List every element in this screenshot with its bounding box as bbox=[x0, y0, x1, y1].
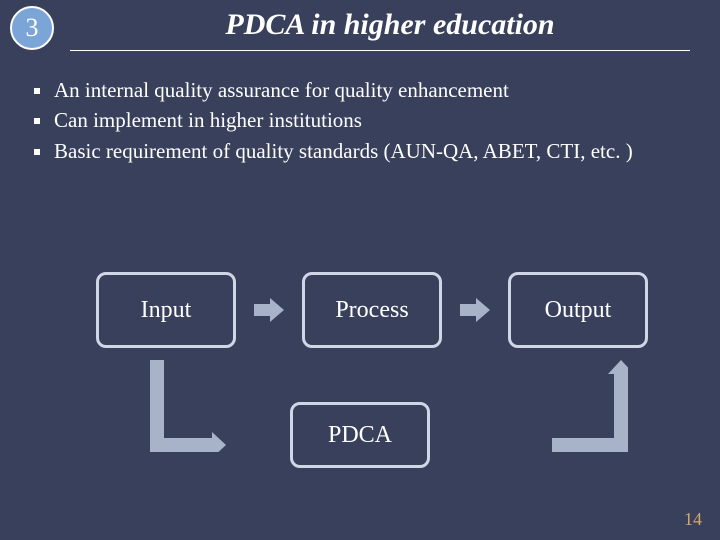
slide-title: PDCA in higher education bbox=[90, 8, 690, 46]
bullet-item: An internal quality assurance for qualit… bbox=[34, 76, 690, 104]
flow-label: Input bbox=[141, 297, 192, 324]
flow-row: Input Process Output bbox=[96, 272, 648, 348]
arrow-right-icon bbox=[254, 298, 284, 322]
arrow-right-icon bbox=[460, 298, 490, 322]
arrow-head bbox=[476, 298, 490, 322]
bullet-marker bbox=[34, 118, 40, 124]
badge-number: 3 bbox=[26, 13, 39, 43]
flow-box-input: Input bbox=[96, 272, 236, 348]
bullet-list: An internal quality assurance for qualit… bbox=[34, 76, 690, 167]
page-number: 14 bbox=[684, 509, 702, 530]
bullet-marker bbox=[34, 88, 40, 94]
flow-label: Output bbox=[545, 297, 612, 324]
slide: 3 PDCA in higher education An internal q… bbox=[0, 0, 720, 540]
arrow-stem bbox=[254, 304, 270, 316]
bullet-marker bbox=[34, 149, 40, 155]
bullet-text: An internal quality assurance for qualit… bbox=[54, 76, 509, 104]
l-arrow-right-icon bbox=[552, 360, 628, 452]
bullet-item: Basic requirement of quality standards (… bbox=[34, 137, 690, 165]
arrow-head bbox=[270, 298, 284, 322]
flow-label: Process bbox=[335, 297, 408, 324]
title-underline bbox=[70, 50, 690, 51]
slide-number-badge: 3 bbox=[10, 6, 54, 50]
arrow-stem bbox=[460, 304, 476, 316]
bullet-text: Can implement in higher institutions bbox=[54, 106, 362, 134]
pdca-label: PDCA bbox=[328, 422, 392, 449]
l-arrow-left-icon bbox=[150, 360, 226, 452]
pdca-box: PDCA bbox=[290, 402, 430, 468]
bullet-item: Can implement in higher institutions bbox=[34, 106, 690, 134]
flow-box-process: Process bbox=[302, 272, 442, 348]
bullet-text: Basic requirement of quality standards (… bbox=[54, 137, 633, 165]
flow-box-output: Output bbox=[508, 272, 648, 348]
